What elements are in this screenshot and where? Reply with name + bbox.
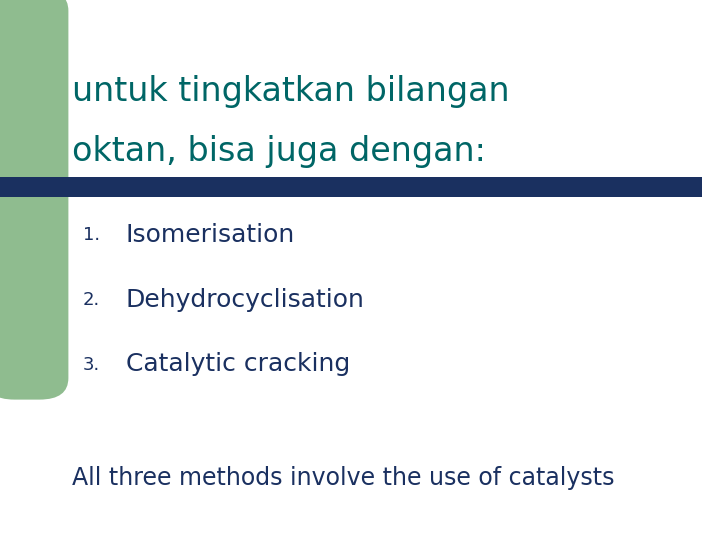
Text: Isomerisation: Isomerisation bbox=[126, 223, 295, 247]
Text: All three methods involve the use of catalysts: All three methods involve the use of cat… bbox=[72, 466, 614, 490]
FancyBboxPatch shape bbox=[0, 0, 68, 400]
Text: 1.: 1. bbox=[83, 226, 100, 244]
Text: oktan, bisa juga dengan:: oktan, bisa juga dengan: bbox=[72, 134, 486, 168]
Text: 3.: 3. bbox=[83, 355, 100, 374]
FancyBboxPatch shape bbox=[0, 177, 702, 197]
FancyBboxPatch shape bbox=[0, 0, 54, 194]
Text: 2.: 2. bbox=[83, 291, 100, 309]
Text: Catalytic cracking: Catalytic cracking bbox=[126, 353, 350, 376]
Text: untuk tingkatkan bilangan: untuk tingkatkan bilangan bbox=[72, 75, 510, 109]
Text: Dehydrocyclisation: Dehydrocyclisation bbox=[126, 288, 365, 312]
FancyBboxPatch shape bbox=[0, 0, 27, 389]
